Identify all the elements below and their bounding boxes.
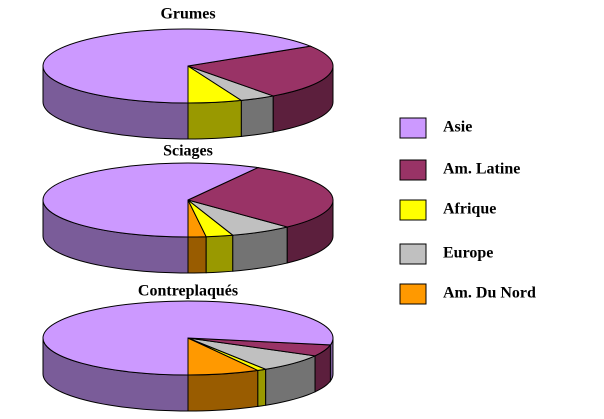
pie-slice — [42, 28, 313, 104]
pie-title: Contreplaqués — [138, 283, 238, 300]
legend-swatch — [399, 283, 427, 305]
pie-title: Grumes — [160, 6, 215, 23]
legend-swatch — [399, 199, 427, 221]
legend-label: Afrique — [443, 201, 496, 218]
pie-title: Sciages — [163, 143, 213, 160]
pie-side — [240, 95, 274, 137]
legend-label: Asie — [443, 119, 472, 136]
pie-side — [257, 368, 267, 408]
pie-slice — [187, 45, 334, 97]
legend-swatch — [399, 243, 427, 265]
legend-swatch — [399, 117, 427, 139]
pie-side — [205, 234, 234, 274]
pie-slice — [42, 300, 334, 376]
pie-side — [187, 99, 242, 140]
legend-label: Am. Du Nord — [443, 285, 536, 302]
legend-label: Am. Latine — [443, 161, 520, 178]
pie-slice — [42, 162, 260, 238]
pie-slice — [186, 167, 334, 228]
pie-side — [187, 236, 207, 274]
legend-swatch — [399, 159, 427, 181]
legend-label: Europe — [443, 245, 493, 262]
pie-side — [187, 369, 259, 412]
